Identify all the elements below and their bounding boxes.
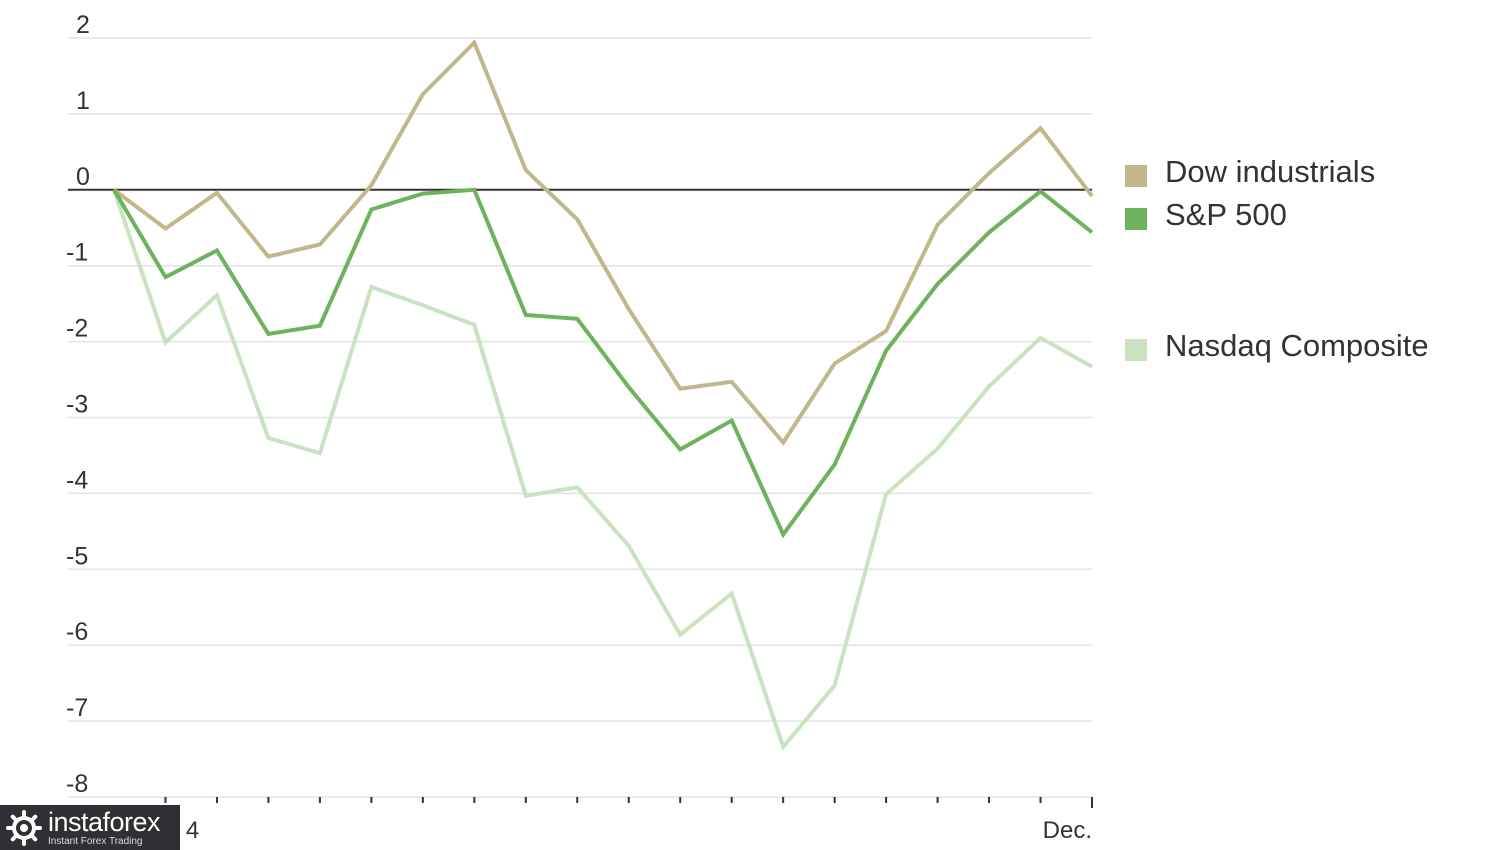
y-tick-label: -1: [66, 239, 88, 267]
y-axis-labels: 2 1 0 -1 -2 -3 -4 -5 -6 -7 -8: [66, 11, 90, 798]
legend-label-sp500: S&P 500: [1165, 197, 1287, 232]
legend-swatch-sp500: [1125, 208, 1147, 230]
y-tick-label: 0: [76, 163, 90, 191]
y-tick-label: -3: [66, 391, 88, 419]
watermark: instaforex Instant Forex Trading: [0, 805, 180, 850]
watermark-brand: instaforex: [48, 806, 161, 837]
gear-logo-icon: [6, 809, 42, 846]
y-tick-label: 1: [76, 87, 90, 115]
y-tick-label: -4: [66, 466, 88, 494]
legend-label-nasdaq: Nasdaq Composite: [1165, 328, 1429, 363]
series-lines: [112, 39, 1094, 751]
grid-lines: [68, 37, 1092, 798]
legend-item-dow: Dow industrials: [1125, 154, 1375, 190]
series-line-sp500: [112, 187, 1094, 539]
series-line-dow: [112, 39, 1094, 446]
legend-item-sp500: S&P 500: [1125, 197, 1287, 233]
legend-swatch-nasdaq: [1125, 339, 1147, 361]
y-tick-label: -2: [66, 315, 88, 343]
y-tick-label: -7: [66, 694, 88, 722]
y-tick-label: -5: [66, 542, 88, 570]
legend-label-dow: Dow industrials: [1165, 154, 1376, 189]
x-tick-label: Dec.: [1043, 817, 1092, 844]
legend-item-nasdaq: Nasdaq Composite: [1125, 328, 1429, 364]
y-tick-label: 2: [76, 11, 90, 39]
y-tick-label: -8: [66, 770, 88, 798]
legend-swatch-dow: [1125, 165, 1147, 187]
y-tick-label: -6: [66, 618, 88, 646]
watermark-tagline: Instant Forex Trading: [48, 835, 143, 847]
series-line-nasdaq: [112, 189, 1093, 751]
